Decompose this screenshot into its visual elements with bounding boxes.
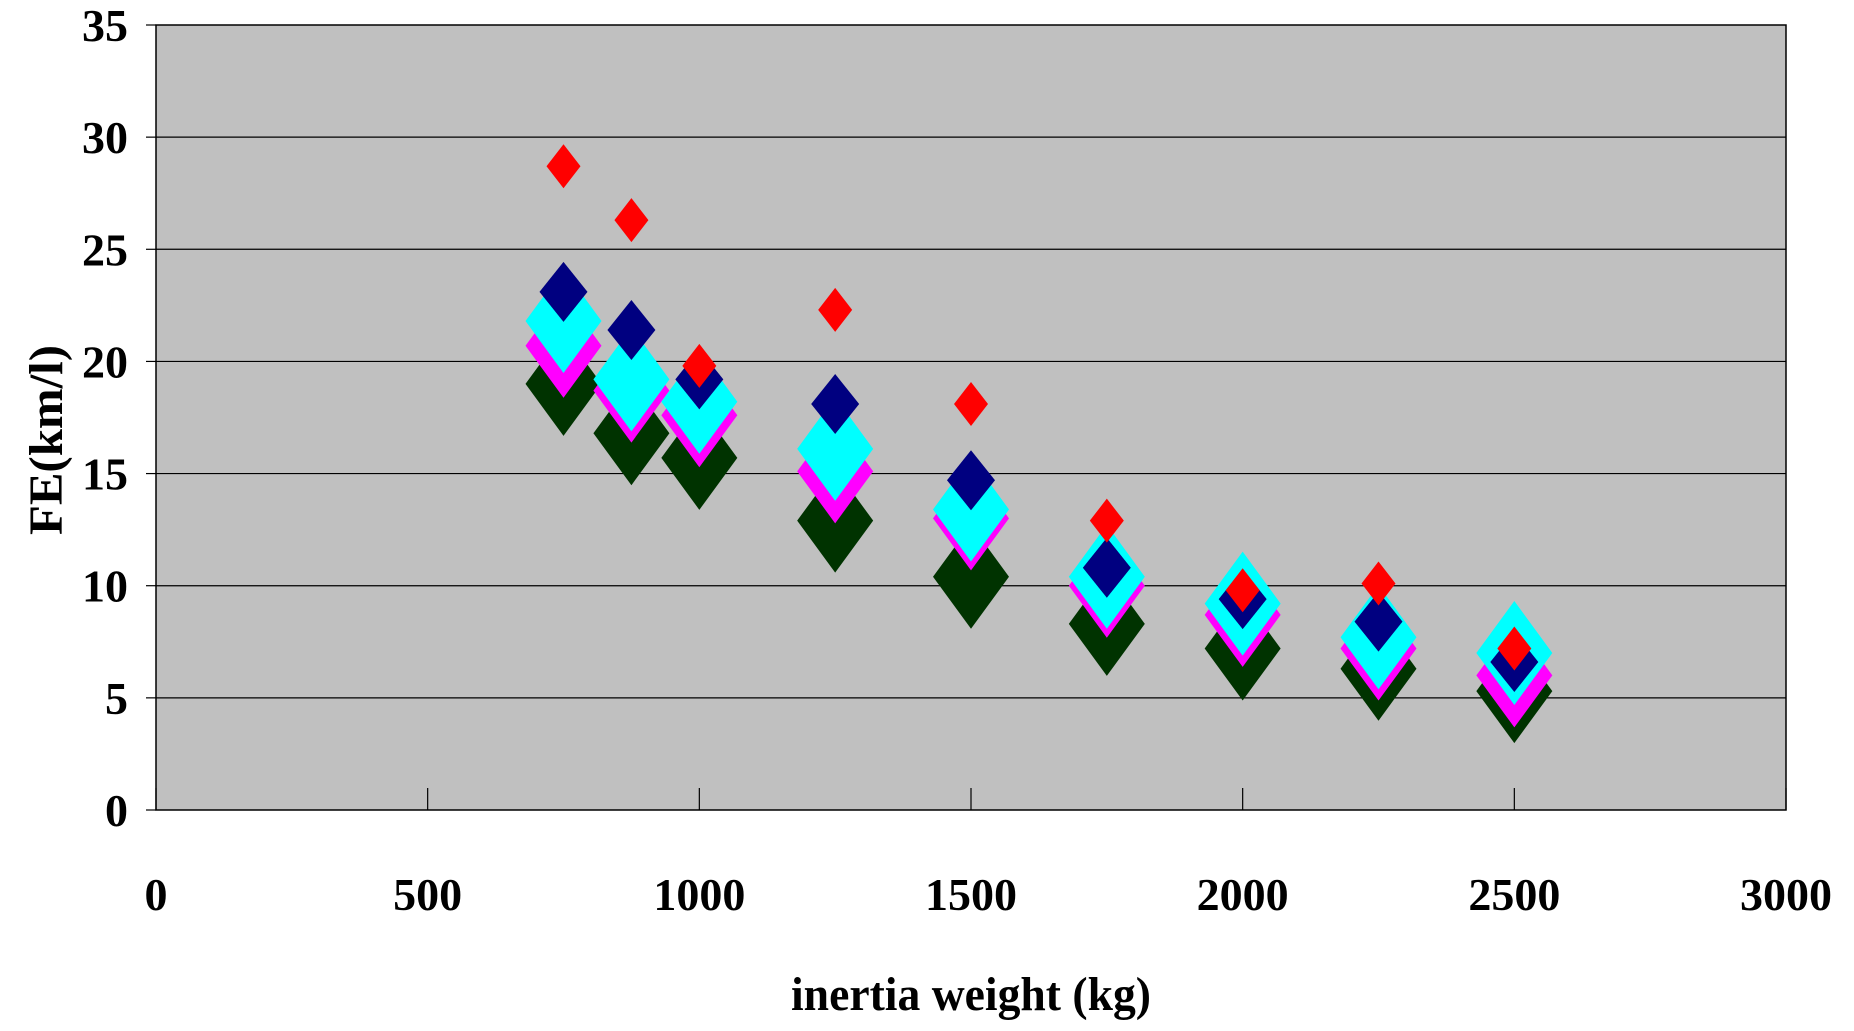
data-point: [1361, 561, 1396, 606]
data-point: [818, 287, 853, 332]
y-axis-ticks: 0 5 10 15 20 25 30 35: [82, 0, 156, 836]
x-tick-label: 2000: [1197, 869, 1289, 920]
data-points: [525, 144, 1553, 744]
data-point: [682, 343, 717, 388]
data-point: [614, 198, 649, 243]
x-tick-label: 500: [393, 869, 462, 920]
x-tick-label: 3000: [1740, 869, 1832, 920]
data-point: [933, 524, 1009, 629]
data-point: [811, 374, 860, 435]
data-point: [1497, 626, 1532, 671]
y-axis-title: FE(km/l): [20, 345, 73, 535]
x-axis-ticks: 0 500 1000 1500 2000 2500 3000: [145, 788, 1832, 920]
x-tick-label: 1000: [653, 869, 745, 920]
x-tick-label: 0: [145, 869, 168, 920]
data-point: [1082, 537, 1131, 598]
data-point: [607, 300, 656, 361]
y-tick-label: 35: [82, 0, 128, 51]
y-tick-label: 0: [105, 785, 128, 836]
x-tick-label: 2500: [1468, 869, 1560, 920]
data-point: [539, 261, 588, 322]
y-tick-label: 15: [82, 449, 128, 500]
data-point: [954, 382, 988, 427]
data-point: [593, 327, 670, 432]
x-tick-label: 1500: [925, 869, 1017, 920]
series-5: [546, 144, 1532, 671]
data-point: [546, 144, 581, 189]
y-tick-label: 5: [105, 673, 128, 724]
y-tick-label: 25: [82, 224, 128, 275]
data-point: [1225, 568, 1260, 613]
y-tick-label: 10: [82, 561, 128, 612]
data-point: [1089, 498, 1124, 543]
x-axis-title: inertia weight (kg): [791, 968, 1151, 1021]
data-point: [947, 450, 995, 511]
data-point: [797, 396, 874, 501]
y-tick-label: 30: [82, 112, 128, 163]
y-tick-label: 20: [82, 336, 128, 387]
data-point: [1354, 591, 1403, 652]
